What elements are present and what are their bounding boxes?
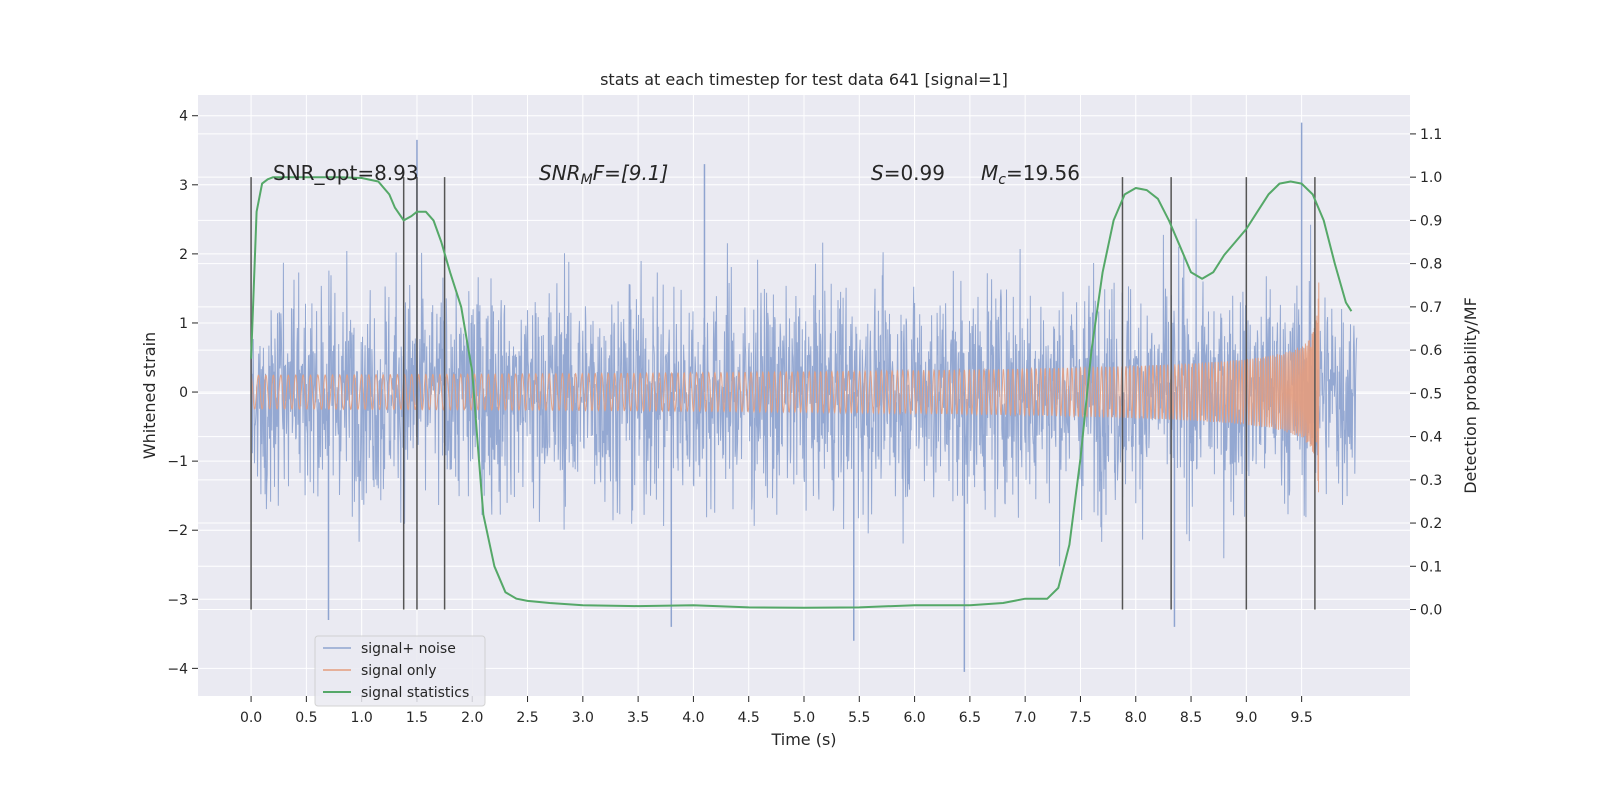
x-tick-label: 9.0 xyxy=(1235,710,1257,726)
y-tick-label: −1 xyxy=(167,454,188,470)
x-tick-label: 7.0 xyxy=(1014,710,1036,726)
legend: signal+ noise signal only signal statistic… xyxy=(314,635,486,707)
vertical-markers xyxy=(250,177,1316,610)
y-axis-label: Whitened strain xyxy=(140,332,159,459)
annotation-s: S=0.99 xyxy=(871,161,945,185)
y-tick-label: 4 xyxy=(179,109,188,125)
y2-tick-label: 1.1 xyxy=(1420,127,1442,143)
annotation-snr-mf-prefix: SNR xyxy=(539,161,581,185)
annotation-s-value: =0.99 xyxy=(884,161,945,185)
x-axis-label: Time (s) xyxy=(770,730,836,749)
y-tick-label: 1 xyxy=(179,316,188,332)
y2-tick-label: 0.5 xyxy=(1420,386,1442,402)
y-tick-label: 3 xyxy=(179,178,188,194)
x-tick-label: 8.0 xyxy=(1125,710,1147,726)
x-tick-label: 5.5 xyxy=(848,710,870,726)
noise-line xyxy=(250,218,1358,567)
y2-axis-label: Detection probability/MF xyxy=(1461,297,1480,494)
x-tick-label: 3.5 xyxy=(627,710,649,726)
y-tick-label: −4 xyxy=(167,661,188,677)
annotation-snr-mf: SNRMF=[9.1] xyxy=(539,161,668,188)
x-tick-label: 1.5 xyxy=(406,710,428,726)
y-tick-label: −3 xyxy=(167,592,188,608)
y2-tick-label: 0.2 xyxy=(1420,516,1442,532)
x-tick-label: 3.0 xyxy=(572,710,594,726)
annotation-mc-value: =19.56 xyxy=(1006,161,1080,185)
y2-tick-label: 0.3 xyxy=(1420,473,1442,489)
y2-tick-label: 0.8 xyxy=(1420,257,1442,273)
y-tick-label: 2 xyxy=(179,247,188,263)
y2-tick-label: 1.0 xyxy=(1420,170,1442,186)
x-tick-label: 4.5 xyxy=(738,710,760,726)
chart-title: stats at each timestep for test data 641… xyxy=(600,70,1008,89)
signal-only-series xyxy=(250,282,1320,493)
signal-only-line xyxy=(250,282,1320,493)
y-axis-right: 1.1 1.0 0.9 0.8 0.7 0.6 0.5 0.4 0.3 0.2 0.1 0.0 xyxy=(1410,127,1442,619)
annotation-mc: Mc=19.56 xyxy=(981,161,1080,188)
y-tick-label: 0 xyxy=(179,385,188,401)
x-tick-label: 8.5 xyxy=(1180,710,1202,726)
x-tick-label: 6.5 xyxy=(959,710,981,726)
annotation-mc-sub: c xyxy=(998,172,1006,188)
y-tick-label: −2 xyxy=(167,523,188,539)
x-tick-label: 2.0 xyxy=(461,710,483,726)
x-tick-label: 2.5 xyxy=(516,710,538,726)
x-tick-label: 5.0 xyxy=(793,710,815,726)
x-tick-label: 6.0 xyxy=(903,710,925,726)
legend-label: signal statistics xyxy=(361,685,469,701)
y2-tick-label: 0.6 xyxy=(1420,343,1442,359)
x-tick-label: 4.0 xyxy=(682,710,704,726)
x-tick-label: 7.5 xyxy=(1069,710,1091,726)
annotation-snr-mf-sub: M xyxy=(581,172,593,188)
legend-box xyxy=(314,635,486,707)
x-axis: 0.0 0.5 1.0 1.5 2.0 2.5 3.0 3.5 4.0 4.5 5.0 5.5 6.0 6… xyxy=(240,696,1313,726)
annotation-snr-mf-suffix: F=[9.1] xyxy=(593,161,669,185)
y-axis-left: 4 3 2 1 0 −1 −2 −3 −4 xyxy=(167,109,198,677)
y2-tick-label: 0.1 xyxy=(1420,559,1442,575)
y2-tick-label: 0.7 xyxy=(1420,300,1442,316)
annotation-snr-opt: SNR_opt=8.93 xyxy=(273,161,419,185)
statistics-line xyxy=(250,176,1353,609)
y2-tick-label: 0.9 xyxy=(1420,213,1442,229)
legend-label: signal+ noise xyxy=(361,641,456,657)
legend-label: signal only xyxy=(361,663,436,679)
x-tick-label: 0.0 xyxy=(240,710,262,726)
annotation-s-prefix: S xyxy=(871,161,884,185)
annotation-mc-prefix: M xyxy=(981,161,998,185)
statistics-series xyxy=(250,176,1353,609)
y2-tick-label: 0.0 xyxy=(1420,603,1442,619)
y2-tick-label: 0.4 xyxy=(1420,430,1442,446)
x-tick-label: 0.5 xyxy=(295,710,317,726)
x-tick-label: 1.0 xyxy=(351,710,373,726)
x-tick-label: 9.5 xyxy=(1290,710,1312,726)
